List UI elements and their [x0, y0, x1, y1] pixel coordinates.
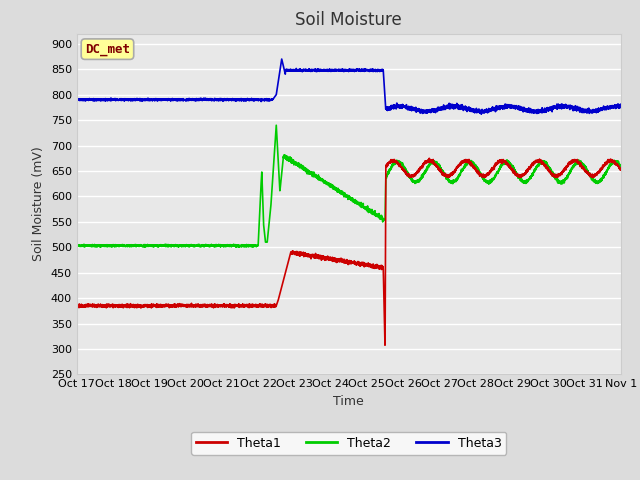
Text: DC_met: DC_met [85, 43, 130, 56]
Theta2 [617, 164, 625, 170]
Theta1 [172, 302, 179, 308]
Theta1 [427, 157, 435, 163]
X-axis label: Time: Time [333, 395, 364, 408]
Theta3 [427, 108, 435, 113]
Theta3 [281, 69, 289, 75]
Title: Soil Moisture: Soil Moisture [296, 11, 402, 29]
Theta3 [520, 107, 528, 113]
Theta1 [520, 172, 528, 178]
Theta1 [426, 156, 433, 161]
Legend: Theta1, Theta2, Theta3: Theta1, Theta2, Theta3 [191, 432, 506, 455]
Theta3 [73, 96, 81, 102]
Line: Theta3: Theta3 [77, 59, 621, 114]
Theta1 [479, 173, 487, 179]
Theta3 [172, 96, 179, 102]
Theta1 [617, 166, 625, 171]
Theta2 [520, 180, 528, 185]
Theta2 [281, 154, 289, 159]
Theta3 [477, 111, 485, 117]
Theta1 [381, 342, 389, 348]
Theta2 [172, 243, 179, 249]
Theta2 [427, 160, 435, 166]
Theta1 [399, 167, 407, 173]
Line: Theta1: Theta1 [77, 158, 621, 345]
Theta3 [399, 104, 407, 109]
Theta3 [479, 110, 487, 116]
Theta2 [73, 243, 81, 249]
Theta2 [399, 163, 407, 169]
Theta1 [281, 273, 289, 278]
Theta1 [73, 301, 81, 307]
Theta3 [617, 103, 625, 108]
Line: Theta2: Theta2 [77, 125, 621, 247]
Theta3 [278, 56, 285, 62]
Y-axis label: Soil Moisture (mV): Soil Moisture (mV) [32, 146, 45, 262]
Theta2 [273, 122, 280, 128]
Theta2 [479, 175, 487, 180]
Theta2 [232, 244, 240, 250]
